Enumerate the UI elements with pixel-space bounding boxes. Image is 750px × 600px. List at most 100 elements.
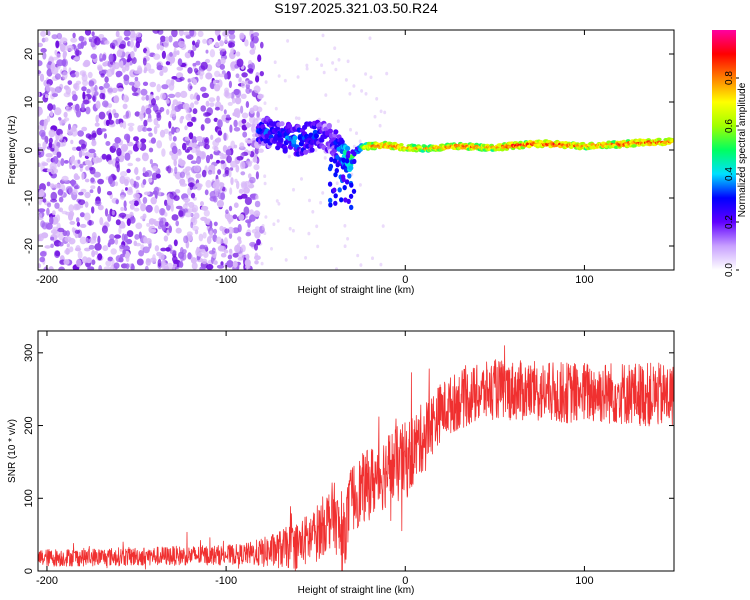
noise-point	[74, 233, 79, 239]
noise-point	[212, 80, 216, 84]
noise-point	[135, 222, 143, 230]
noise-point	[38, 213, 43, 219]
noise-point	[381, 224, 385, 228]
noise-point	[138, 249, 145, 257]
noise-point	[364, 72, 368, 76]
noise-point	[241, 182, 248, 190]
noise-point	[134, 70, 141, 74]
noise-point	[212, 181, 220, 190]
noise-point	[200, 105, 206, 112]
noise-point	[186, 154, 194, 161]
noise-point	[198, 233, 204, 242]
noise-point	[216, 264, 225, 269]
noise-point	[161, 84, 169, 90]
noise-point	[186, 146, 193, 151]
noise-point	[39, 73, 45, 82]
noise-point	[38, 208, 46, 213]
noise-point	[219, 50, 223, 56]
noise-point	[191, 216, 196, 224]
noise-point	[115, 219, 121, 226]
noise-point	[56, 32, 63, 40]
noise-point	[156, 140, 163, 149]
signal-point	[344, 179, 350, 185]
noise-point	[90, 185, 96, 190]
noise-point	[117, 87, 124, 92]
noise-point	[50, 191, 58, 201]
noise-point	[304, 255, 308, 260]
noise-point	[85, 133, 92, 139]
noise-point	[120, 206, 125, 212]
noise-point	[122, 249, 126, 255]
noise-point	[224, 228, 230, 234]
noise-point	[52, 226, 59, 231]
noise-point	[123, 74, 130, 81]
noise-point	[65, 230, 71, 237]
noise-point	[152, 165, 159, 172]
noise-point	[175, 227, 182, 234]
noise-point	[48, 137, 53, 144]
noise-point	[105, 141, 111, 146]
noise-point	[277, 74, 281, 78]
noise-point	[333, 46, 337, 50]
noise-point	[77, 130, 84, 137]
signal-point	[337, 187, 342, 193]
noise-point	[217, 34, 221, 41]
noise-point	[104, 221, 109, 226]
noise-point	[133, 193, 141, 200]
noise-point	[344, 78, 348, 82]
noise-point	[61, 175, 69, 182]
noise-point	[46, 202, 52, 208]
noise-point	[79, 212, 85, 218]
noise-point	[133, 80, 141, 88]
noise-point	[165, 61, 171, 66]
noise-point	[254, 260, 259, 265]
noise-point	[214, 106, 221, 111]
noise-point	[38, 125, 44, 130]
noise-point	[70, 139, 74, 145]
noise-point	[141, 96, 146, 101]
noise-point	[221, 70, 226, 75]
noise-point	[39, 251, 47, 257]
noise-point	[256, 106, 263, 113]
noise-point	[219, 63, 225, 70]
noise-point	[114, 234, 121, 239]
noise-point	[130, 263, 134, 269]
noise-point	[90, 53, 98, 60]
noise-point	[223, 249, 229, 254]
noise-point	[155, 95, 160, 101]
x-tick-label: 100	[575, 274, 593, 286]
noise-point	[142, 167, 146, 174]
noise-point	[134, 111, 141, 117]
noise-point	[273, 60, 277, 64]
signal-point	[275, 145, 281, 151]
noise-point	[42, 141, 47, 149]
noise-point	[195, 146, 200, 154]
noise-point	[72, 32, 76, 39]
noise-point	[164, 221, 169, 227]
noise-point	[228, 205, 233, 212]
noise-point	[247, 64, 253, 69]
noise-point	[151, 98, 156, 106]
noise-point	[352, 84, 356, 88]
noise-point	[87, 266, 95, 270]
noise-point	[47, 103, 54, 111]
noise-point	[84, 212, 91, 221]
noise-point	[173, 239, 178, 247]
noise-point	[245, 87, 251, 94]
noise-point	[171, 126, 175, 135]
noise-point	[228, 33, 236, 40]
noise-point	[236, 58, 244, 68]
noise-point	[224, 92, 232, 99]
noise-point	[123, 30, 131, 37]
noise-point	[97, 235, 101, 244]
noise-point	[208, 38, 213, 45]
noise-point	[343, 244, 347, 248]
noise-point	[192, 40, 196, 46]
signal-point	[333, 200, 338, 206]
noise-point	[337, 58, 341, 62]
noise-point	[51, 66, 59, 75]
noise-point	[319, 200, 323, 205]
noise-point	[94, 243, 102, 251]
signal-point	[411, 143, 417, 148]
